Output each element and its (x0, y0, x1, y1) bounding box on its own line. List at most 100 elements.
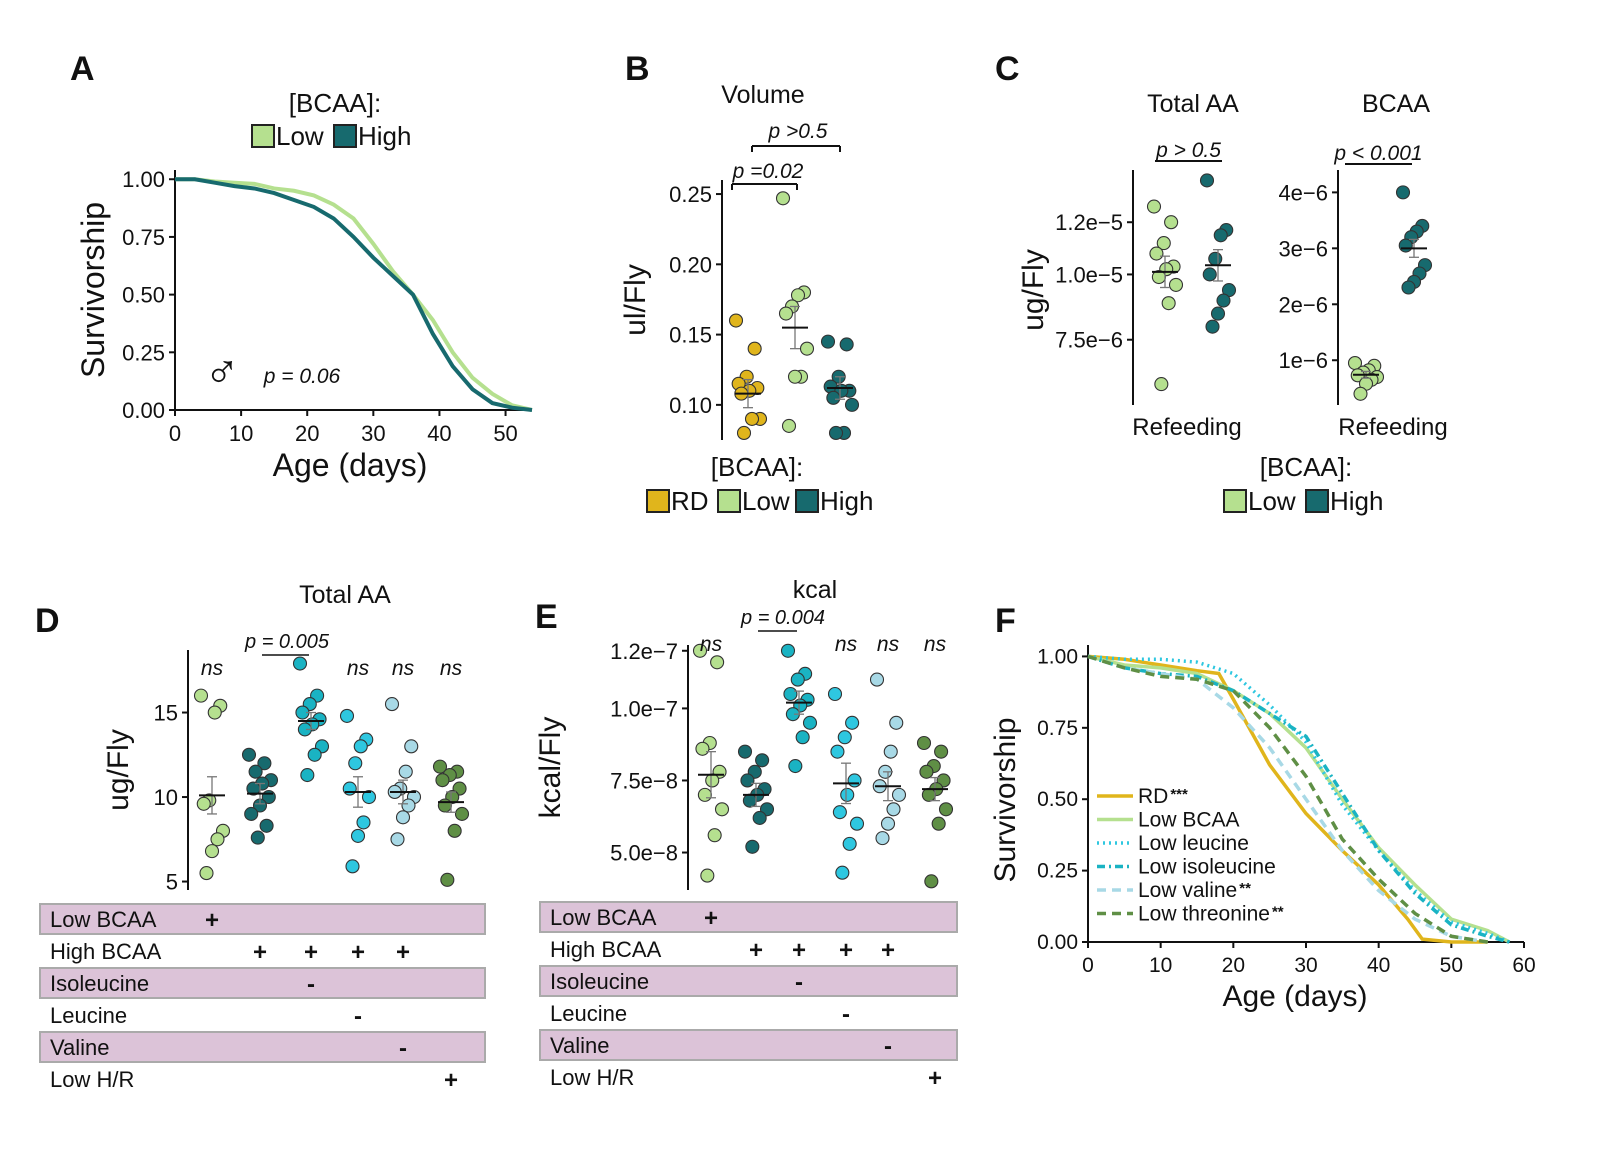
data-point (353, 739, 368, 754)
data-point (880, 816, 896, 831)
y-tick-label: 0.75 (122, 225, 165, 250)
p-value-annotation: p > 0.5 (1155, 139, 1221, 162)
x-axis-label: Refeeding (1338, 414, 1447, 441)
data-point (210, 832, 225, 847)
data-point (1208, 251, 1223, 266)
data-point (830, 744, 845, 759)
y-tick-label: 4e−6 (1278, 180, 1328, 205)
data-point (934, 744, 949, 759)
data-point (1210, 306, 1226, 321)
y-tick-label: 10 (154, 785, 178, 810)
legend-swatch-low (1223, 489, 1247, 513)
data-point (437, 798, 452, 813)
p-value-annotation: p = 0.004 (740, 607, 825, 629)
x-tick-label: 20 (295, 421, 319, 446)
y-axis-label: Survivorship (75, 202, 111, 378)
survival-curve (1087, 654, 1510, 944)
data-point (700, 868, 715, 883)
data-point (390, 832, 405, 847)
data-point (802, 715, 818, 730)
x-axis-label: Age (days) (1222, 980, 1367, 1013)
data-point (1216, 293, 1231, 308)
data-point (193, 688, 209, 703)
legend-swatch-high (333, 124, 357, 148)
y-tick-label: 1.2e−5 (1055, 210, 1123, 235)
data-point (1161, 296, 1176, 311)
data-point (707, 828, 722, 843)
data-point (345, 859, 360, 874)
x-tick-label: 30 (361, 421, 385, 446)
data-point (199, 866, 214, 881)
legend-label-low: Low (1248, 486, 1296, 516)
panel-letter-f: F (995, 602, 1016, 640)
x-tick-label: 0 (169, 421, 181, 446)
y-tick-label: 15 (154, 701, 178, 726)
data-point (924, 874, 939, 889)
table-mark: + (792, 937, 806, 964)
y-axis-label: Survivorship (989, 717, 1022, 882)
data-point (778, 306, 794, 321)
legend-significance-stars: ** (1239, 880, 1251, 897)
data-point (1168, 277, 1184, 292)
y-tick-label: 0.15 (669, 323, 712, 348)
data-point (938, 802, 954, 817)
data-point (747, 341, 762, 356)
data-point (435, 773, 450, 788)
legend-label: Low valine (1138, 879, 1237, 902)
data-point (292, 656, 308, 671)
y-tick-label: 1.00 (1037, 645, 1078, 668)
data-point (440, 872, 455, 887)
panel-c-refeeding-chart: Total AA 7.5e−6 1.0e−5 1.2e−5 Refeeding p > 0… (1017, 90, 1448, 516)
data-point (384, 697, 400, 712)
legend-label-high: High (820, 486, 873, 516)
data-point (692, 643, 708, 658)
data-point (196, 796, 211, 811)
data-point (1202, 267, 1217, 282)
data-point (828, 425, 844, 441)
table-mark: + (396, 939, 410, 966)
data-point (752, 810, 767, 825)
data-point (1199, 173, 1215, 188)
table-row-label: Low H/R (550, 1065, 634, 1090)
data-point (432, 759, 448, 774)
data-point (919, 764, 934, 779)
table-row-label: Valine (50, 1035, 110, 1060)
table-mark: - (307, 971, 315, 998)
x-tick-label: 20 (1222, 954, 1245, 977)
data-point (1156, 236, 1171, 251)
data-point (710, 655, 725, 670)
data-point (790, 288, 806, 303)
data-point (241, 747, 257, 762)
legend-significance-stars: *** (1170, 786, 1188, 803)
legend-swatch-rd (646, 489, 670, 513)
data-point (361, 789, 377, 805)
y-tick-label: 5.0e−8 (610, 841, 678, 866)
data-point (714, 802, 730, 817)
table-mark: - (354, 1003, 362, 1030)
data-point (342, 781, 357, 796)
data-point (1149, 246, 1164, 261)
data-point (755, 753, 770, 768)
table-row-label: Leucine (50, 1003, 127, 1028)
legend-label: Low BCAA (1138, 809, 1240, 832)
x-tick-label: 50 (493, 421, 517, 446)
table-row-label: Isoleucine (550, 969, 649, 994)
survival-curve-high (175, 177, 533, 412)
data-point (788, 759, 803, 774)
legend-swatch-low (251, 124, 275, 148)
p-value-annotation: p = 0.06 (263, 365, 341, 388)
data-point (697, 787, 712, 802)
table-row-label: Low H/R (50, 1067, 134, 1092)
data-point (780, 643, 796, 658)
data-point (916, 735, 932, 751)
table-mark: - (399, 1035, 407, 1062)
data-point (787, 369, 803, 384)
table-row-band (539, 901, 958, 933)
legend-title: [BCAA]: (1260, 452, 1352, 482)
x-axis-label: Refeeding (1132, 414, 1241, 441)
panel-letter-d: D (35, 602, 60, 640)
chart-title: Total AA (299, 581, 391, 609)
p-value-annotation: p >0.5 (768, 120, 828, 143)
survival-curve-low (175, 177, 533, 412)
